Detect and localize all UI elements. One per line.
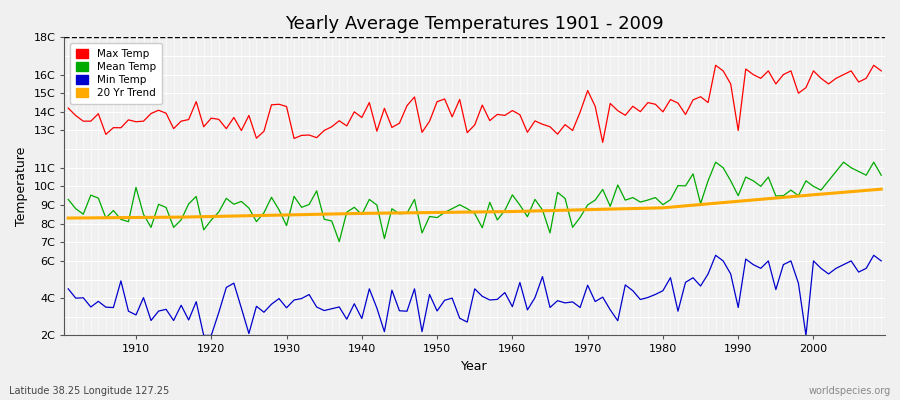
- Text: worldspecies.org: worldspecies.org: [809, 386, 891, 396]
- X-axis label: Year: Year: [462, 360, 488, 373]
- Legend: Max Temp, Mean Temp, Min Temp, 20 Yr Trend: Max Temp, Mean Temp, Min Temp, 20 Yr Tre…: [69, 42, 162, 104]
- Text: Latitude 38.25 Longitude 127.25: Latitude 38.25 Longitude 127.25: [9, 386, 169, 396]
- Y-axis label: Temperature: Temperature: [15, 147, 28, 226]
- Title: Yearly Average Temperatures 1901 - 2009: Yearly Average Temperatures 1901 - 2009: [285, 15, 664, 33]
